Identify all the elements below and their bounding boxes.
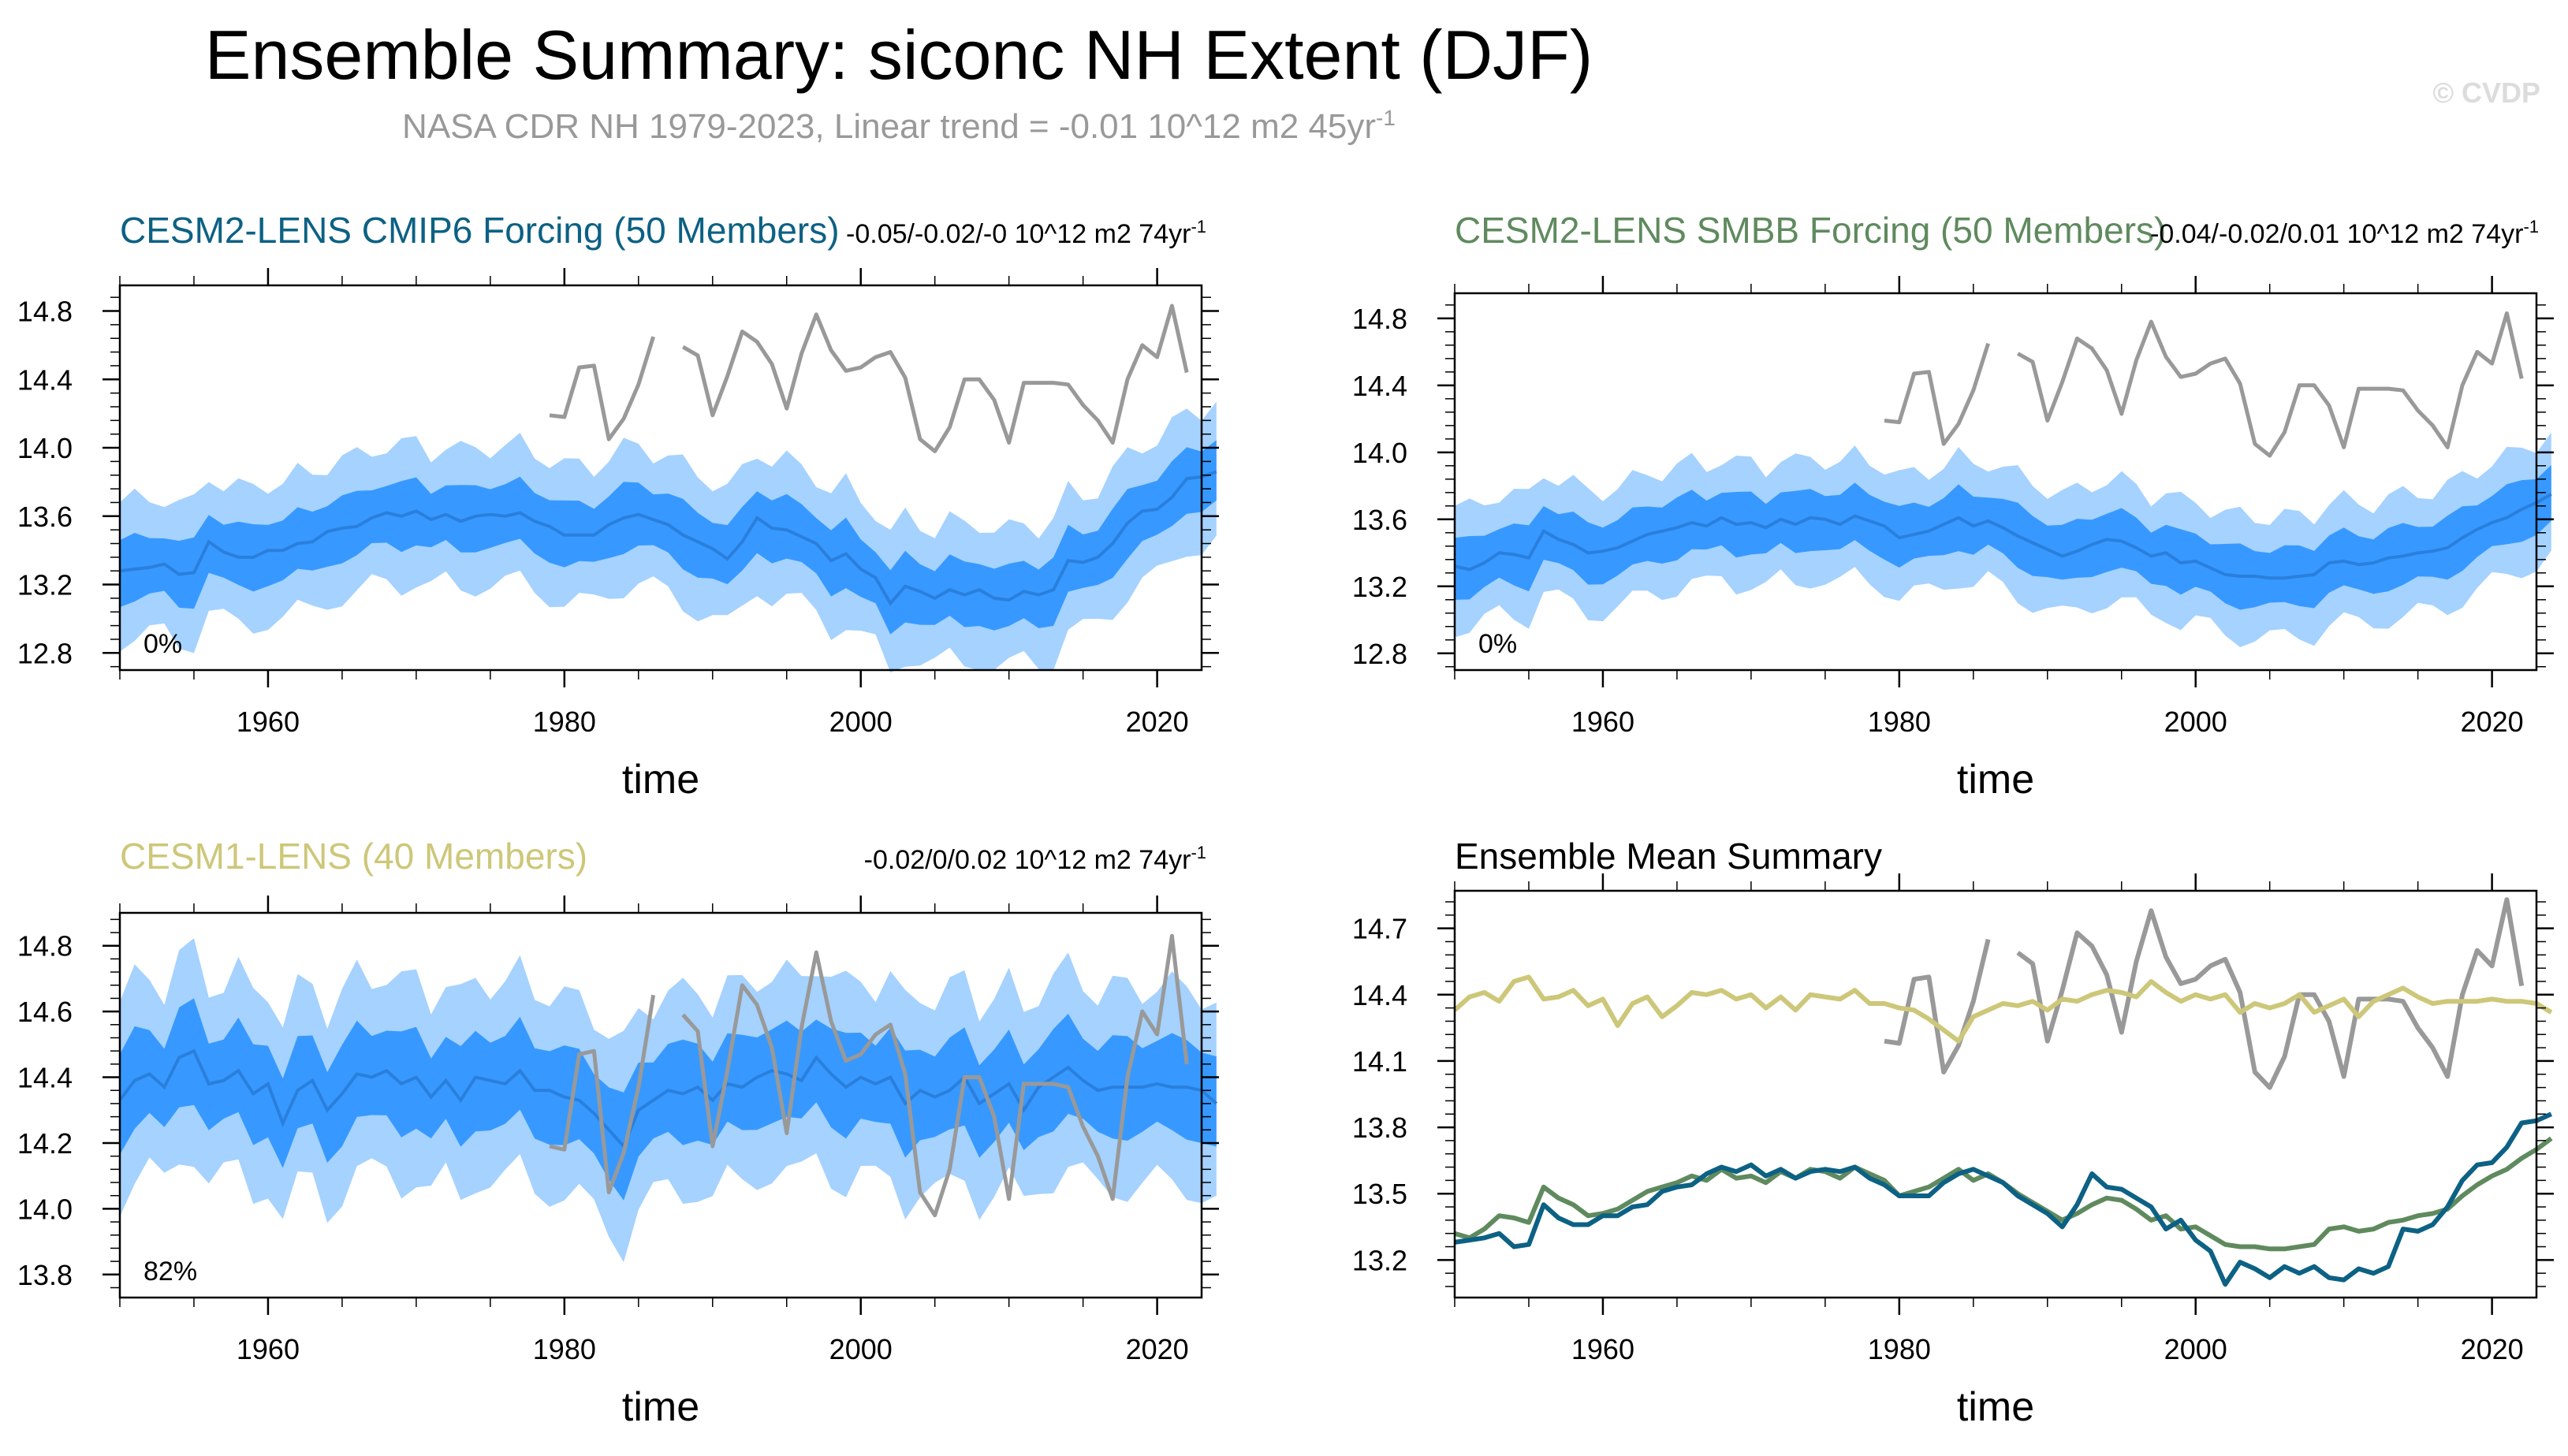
panel1-y-tick-label: 13.2	[1352, 571, 1407, 603]
panel1-trend-label: -0.04/-0.02/0.01 10^12 m2 74yr-1	[2150, 217, 2539, 249]
panel1-y-tick-label: 13.6	[1352, 504, 1407, 536]
panel1-x-tick-label: 2000	[2164, 706, 2227, 738]
panel3-y-tick-label: 14.1	[1352, 1045, 1407, 1078]
panel1-title: CESM2-LENS SMBB Forcing (50 Members)	[1455, 210, 2166, 251]
panel1-ensemble-mean-line	[1454, 493, 2552, 580]
panel0-inner-spread-band	[120, 440, 1217, 635]
panel3-series-observations	[1884, 897, 2525, 1090]
panel0-x-tick-label: 2000	[829, 706, 893, 738]
panel3-y-tick-label: 14.4	[1352, 979, 1407, 1011]
panel2-percent-label: 82%	[143, 1257, 197, 1287]
panel3-x-tick-label: 2020	[2461, 1333, 2524, 1365]
panel0-y-tick-label: 12.8	[17, 637, 73, 669]
panel2-y-tick-label: 13.8	[17, 1259, 73, 1291]
panel0-y-tick-label: 13.6	[17, 501, 73, 533]
panel2-observations-line	[549, 933, 1189, 1218]
panel0-title: CESM2-LENS CMIP6 Forcing (50 Members)	[120, 210, 840, 251]
panel2-ensemble-mean-line	[118, 1048, 1218, 1149]
panel0-ensemble-mean-line	[119, 470, 1217, 606]
panel3-title: Ensemble Mean Summary	[1455, 836, 1882, 877]
panel3-plot-frame	[1453, 889, 2538, 1299]
panel3-series-cesm2-lens-smbb	[1454, 1136, 2553, 1252]
panel0-observations-line	[549, 303, 1189, 453]
panel3-series-cesm2-lens-cmip6	[1454, 1112, 2553, 1287]
panel3-series-cesm1-lens	[1453, 974, 2553, 1044]
panel1-percent-label: 0%	[1478, 629, 1517, 659]
panel3-x-tick-label: 1960	[1571, 1333, 1634, 1365]
panel0-x-tick-label: 1980	[533, 706, 596, 738]
panel1-y-tick-label: 14.4	[1352, 370, 1407, 402]
panel3-x-tick-label: 1980	[1868, 1333, 1931, 1365]
panel2-x-tick-label: 1960	[237, 1333, 300, 1365]
panel0-y-tick-label: 14.4	[17, 363, 73, 396]
panel2-x-tick-label: 2020	[1126, 1333, 1189, 1365]
panel0-y-tick-label: 14.0	[17, 432, 73, 464]
panel1-y-tick-label: 14.8	[1352, 303, 1407, 335]
panel0-y-tick-label: 13.2	[17, 569, 73, 601]
panel1-observations-line	[1884, 311, 2524, 458]
panel2-y-tick-label: 14.8	[17, 930, 73, 963]
panel1-x-tick-label: 1960	[1571, 706, 1634, 738]
panel2-inner-spread-band	[120, 998, 1217, 1201]
panel2-trend-label: -0.02/0/0.02 10^12 m2 74yr-1	[864, 843, 1206, 875]
panel3-y-tick-label: 13.2	[1352, 1244, 1407, 1276]
panel1-x-axis-label: time	[1957, 757, 2034, 802]
panel3-y-tick-label: 14.7	[1352, 913, 1407, 945]
panel2-x-tick-label: 1980	[533, 1333, 596, 1365]
panel2-y-tick-label: 14.4	[17, 1062, 73, 1094]
watermark: © CVDP	[2432, 76, 2540, 109]
panel3-y-tick-label: 13.5	[1352, 1178, 1407, 1210]
panel2-y-tick-label: 14.2	[17, 1127, 73, 1160]
panel-cesm2-cmip6: CESM2-LENS CMIP6 Forcing (50 Members) -0.…	[17, 210, 1219, 802]
panel2-plot-frame	[118, 911, 1203, 1299]
panel-ensemble-mean-summary: Ensemble Mean Summary 1960 1980 2000 2020 13.…	[1352, 836, 2554, 1430]
panel1-y-tick-label: 12.8	[1352, 638, 1407, 670]
panel1-x-tick-label: 2020	[2461, 706, 2524, 738]
panel1-plot-frame	[1453, 292, 2538, 672]
panel0-x-axis-label: time	[622, 757, 699, 802]
panel1-inner-spread-band	[1455, 464, 2551, 610]
subtitle: NASA CDR NH 1979-2023, Linear trend = -0…	[402, 106, 1396, 146]
panel0-y-tick-label: 14.8	[17, 296, 73, 328]
panel2-y-tick-label: 14.0	[17, 1193, 73, 1225]
panel2-x-axis-label: time	[622, 1384, 699, 1430]
panel1-y-tick-label: 14.0	[1352, 437, 1407, 469]
panel0-trend-label: -0.05/-0.02/-0 10^12 m2 74yr-1	[846, 217, 1206, 249]
main-title: Ensemble Summary: siconc NH Extent (DJF)	[205, 16, 1593, 94]
panel-cesm1: CESM1-LENS (40 Members) -0.02/0/0.02 10^1…	[17, 836, 1219, 1430]
panel3-x-axis-label: time	[1957, 1384, 2034, 1430]
panel2-y-tick-label: 14.6	[17, 996, 73, 1028]
panel0-percent-label: 0%	[143, 629, 182, 659]
panel0-x-tick-label: 1960	[237, 706, 300, 738]
panel2-x-tick-label: 2000	[829, 1333, 893, 1365]
panel2-title: CESM1-LENS (40 Members)	[120, 836, 587, 877]
panel0-plot-frame	[118, 284, 1203, 672]
panel3-x-tick-label: 2000	[2164, 1333, 2227, 1365]
panel3-y-tick-label: 13.8	[1352, 1112, 1407, 1144]
panel-cesm2-smbb: CESM2-LENS SMBB Forcing (50 Members)-0.0…	[1352, 210, 2554, 802]
panel0-x-tick-label: 2020	[1126, 706, 1189, 738]
panel1-x-tick-label: 1980	[1868, 706, 1931, 738]
